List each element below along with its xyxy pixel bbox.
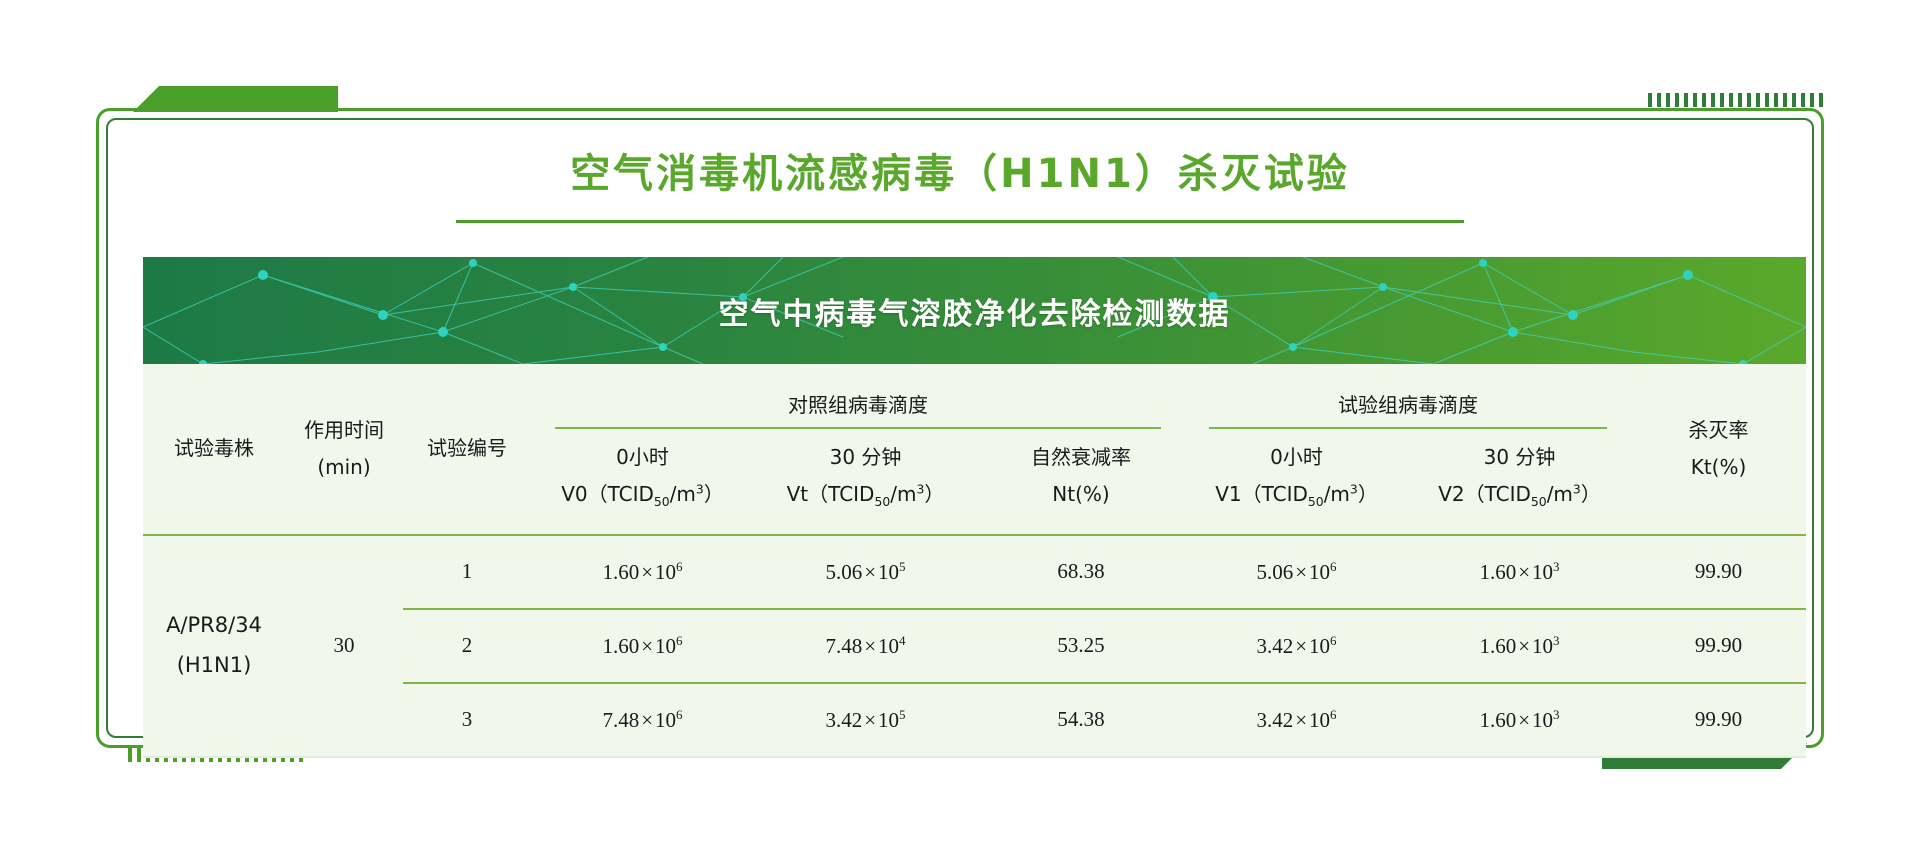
group-header-test: 试验组病毒滴度: [1338, 392, 1478, 417]
group-underline-row: [143, 426, 1806, 429]
banner-title: 空气中病毒气溶胶净化去除检测数据: [718, 296, 1231, 332]
cell-v1: 5.06×106: [1256, 558, 1337, 584]
cell-kt: 99.90: [1694, 707, 1743, 732]
header-divider: [143, 533, 1806, 536]
table-row: A/PR8/34 (H1N1) 30 1 1.60×106 5.06×105 6…: [143, 536, 1806, 677]
title-divider: [456, 220, 1464, 223]
row-divider: [143, 607, 1806, 610]
table-bottom-divider-row: [143, 755, 1806, 758]
table-row: 2 1.60×106 7.48×104 53.25 3.42×106 1.60×…: [143, 610, 1806, 682]
network-pattern-icon: [143, 257, 1806, 364]
page-title: 空气消毒机流感病毒（H1N1）杀灭试验: [570, 151, 1350, 197]
cell-vt: 7.48×104: [825, 632, 906, 658]
row-divider: [143, 681, 1806, 684]
cell-test-no: 2: [461, 633, 473, 658]
corner-accent-top-left: [133, 86, 338, 112]
cell-nt: 68.38: [1057, 559, 1105, 584]
cell-strain: A/PR8/34 (H1N1): [166, 613, 262, 677]
section-banner: 空气中病毒气溶胶净化去除检测数据: [143, 257, 1806, 364]
cell-v2: 1.60×103: [1479, 632, 1560, 658]
cell-nt: 53.25: [1057, 633, 1105, 658]
group-header-control: 对照组病毒滴度: [788, 392, 928, 417]
cell-v2: 1.60×103: [1479, 706, 1560, 732]
cell-kt: 99.90: [1694, 633, 1743, 658]
col-header-v0: 0小时 V0（TCID50/m3）: [561, 445, 724, 509]
col-header-vt: 30 分钟 Vt（TCID50/m3）: [786, 445, 945, 509]
row-divider-line: [403, 681, 1806, 684]
col-header-test-no: 试验编号: [427, 436, 507, 461]
cell-duration: 30: [333, 633, 355, 658]
group-header-row: 试验毒株 作用时间 (min) 试验编号 对照组病毒滴度 试验组病毒滴度 杀灭率…: [143, 364, 1806, 479]
title-block: 空气消毒机流感病毒（H1N1）杀灭试验: [0, 150, 1920, 223]
col-header-nt: 自然衰减率 Nt(%): [1031, 445, 1131, 507]
group-underline-test: [1185, 426, 1631, 429]
cell-v0: 7.48×106: [602, 706, 683, 732]
cell-test-no: 3: [461, 707, 473, 732]
cell-nt: 54.38: [1057, 707, 1105, 732]
sub-header-row: 0小时 V0（TCID50/m3） 30 分钟 Vt（TCID50/m3） 自然…: [143, 429, 1806, 534]
cell-vt: 3.42×105: [825, 706, 906, 732]
cell-test-no: 1: [461, 559, 473, 584]
dashed-accent-top-right: [1648, 93, 1824, 107]
cell-v0: 1.60×106: [602, 632, 683, 658]
col-header-duration: 作用时间 (min): [304, 417, 384, 479]
table-row: 3 7.48×106 3.42×105 54.38 3.42×106 1.60×…: [143, 684, 1806, 756]
col-header-v2: 30 分钟 V2（TCID50/m3）: [1438, 445, 1601, 509]
col-header-v1: 0小时 V1（TCID50/m3）: [1215, 445, 1378, 509]
row-divider-line: [403, 607, 1806, 610]
cell-v0: 1.60×106: [602, 558, 683, 584]
header-divider-row: [143, 533, 1806, 536]
table-bottom-divider: [143, 755, 1806, 758]
cell-v1: 3.42×106: [1256, 706, 1337, 732]
cell-v1: 3.42×106: [1256, 632, 1337, 658]
col-header-strain: 试验毒株: [174, 436, 254, 461]
results-table-wrapper: 试验毒株 作用时间 (min) 试验编号 对照组病毒滴度 试验组病毒滴度 杀灭率…: [143, 364, 1806, 758]
cell-vt: 5.06×105: [825, 558, 906, 584]
results-table: 试验毒株 作用时间 (min) 试验编号 对照组病毒滴度 试验组病毒滴度 杀灭率…: [143, 364, 1806, 758]
col-header-kill-rate: 杀灭率 Kt(%): [1688, 417, 1749, 479]
group-underline-control: [531, 426, 1185, 429]
cell-kt: 99.90: [1694, 559, 1743, 584]
cell-v2: 1.60×103: [1479, 558, 1560, 584]
